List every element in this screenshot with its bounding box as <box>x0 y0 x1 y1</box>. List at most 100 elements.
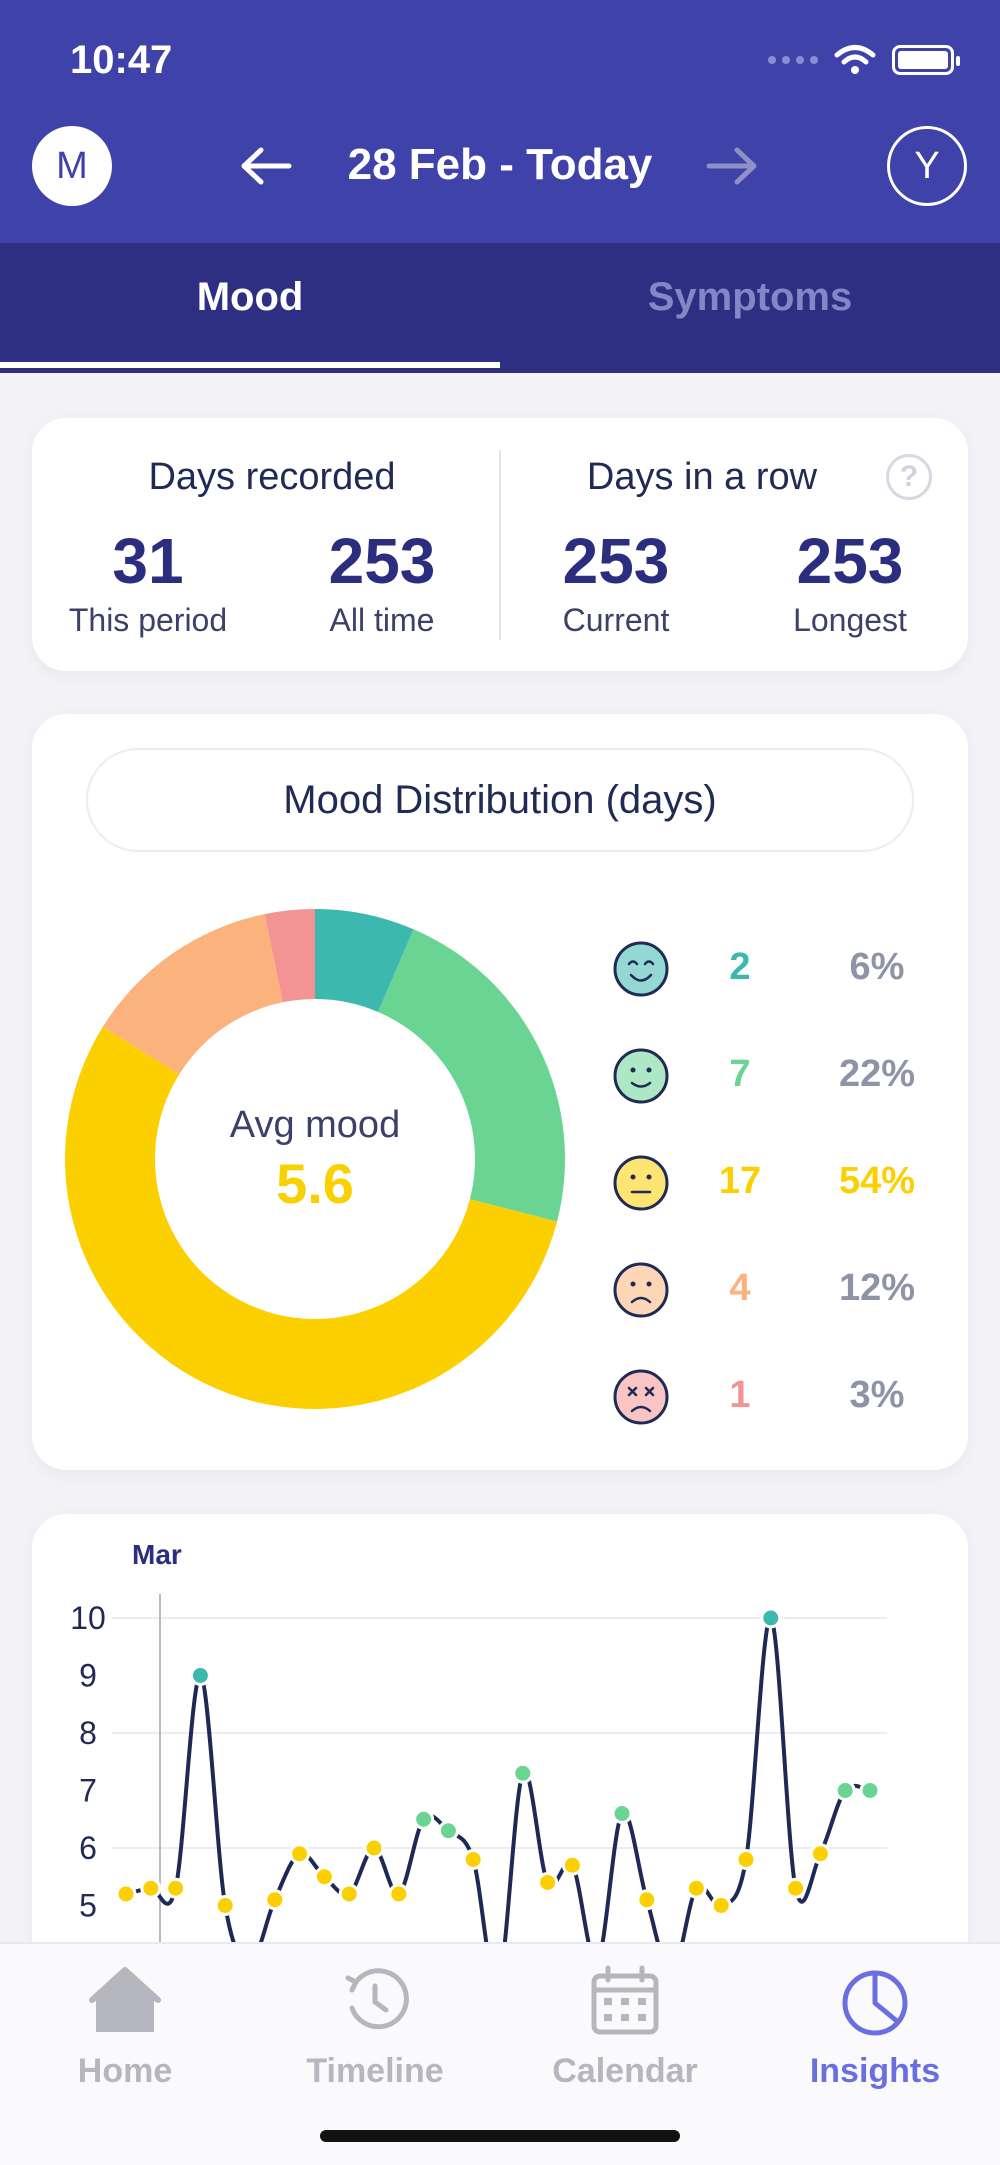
legend-count: 7 <box>729 1053 751 1095</box>
very-happy-face-icon <box>613 941 669 997</box>
legend-count: 2 <box>729 946 751 988</box>
next-period-button[interactable] <box>702 136 762 196</box>
neutral-face-icon <box>613 1155 669 1211</box>
this-period-label: This period <box>68 602 228 638</box>
pie-chart-icon <box>842 1970 908 2036</box>
donut-slice-very-happy-face[interactable] <box>315 909 414 1012</box>
wifi-icon <box>834 45 876 74</box>
mood-point[interactable] <box>363 1837 385 1859</box>
nav-insights-label: Insights <box>809 2052 941 2090</box>
legend-row-happy: 7 22% <box>612 1041 942 1111</box>
mood-point[interactable] <box>165 1877 187 1899</box>
legend-percent: 12% <box>838 1267 916 1309</box>
all-time-label: All time <box>329 602 435 638</box>
help-icon[interactable]: ? <box>886 454 932 500</box>
mood-distribution-title[interactable]: Mood Distribution (days) <box>86 748 914 852</box>
mood-point[interactable] <box>611 1803 633 1824</box>
mood-point[interactable] <box>115 1883 137 1905</box>
legend-percent: 22% <box>838 1053 916 1095</box>
mood-point[interactable] <box>264 1889 286 1911</box>
legend-row-very-sad: 1 3% <box>612 1362 942 1432</box>
mood-point[interactable] <box>437 1820 459 1842</box>
sad-face-icon <box>613 1262 669 1318</box>
mood-point[interactable] <box>710 1895 732 1916</box>
donut-slice-very-sad-face[interactable] <box>264 909 315 1003</box>
cellular-signal-icon <box>768 56 818 64</box>
mood-point[interactable] <box>512 1762 534 1784</box>
previous-period-button[interactable] <box>236 136 296 196</box>
mood-point[interactable] <box>140 1877 162 1899</box>
bottom-navigation: Home Timeline Calendar Insights <box>0 1942 1000 2165</box>
mood-point[interactable] <box>735 1849 757 1870</box>
mood-point[interactable] <box>388 1883 410 1905</box>
longest-streak-value: 253 <box>796 525 904 597</box>
mood-point[interactable] <box>413 1808 435 1830</box>
mood-point[interactable] <box>313 1866 335 1888</box>
current-streak-value: 253 <box>562 525 670 597</box>
month-label: Mar <box>132 1539 182 1570</box>
mood-point[interactable] <box>561 1854 583 1876</box>
mood-point[interactable] <box>785 1877 807 1899</box>
nav-timeline-label: Timeline <box>306 2052 444 2090</box>
avg-mood-value: 5.6 <box>276 1152 354 1215</box>
legend-percent: 6% <box>849 946 905 988</box>
mood-point[interactable] <box>685 1877 707 1899</box>
nav-insights[interactable]: Insights <box>750 1944 1000 2094</box>
tab-symptoms[interactable]: Symptoms <box>647 275 853 319</box>
mood-point[interactable] <box>462 1849 484 1870</box>
mood-point[interactable] <box>189 1665 211 1686</box>
days-in-row-title: Days in a row <box>586 456 818 498</box>
mood-point[interactable] <box>809 1843 831 1865</box>
donut-slice-happy-face[interactable] <box>378 929 565 1222</box>
legend-row-neutral: 17 54% <box>612 1148 942 1218</box>
status-icons <box>768 44 960 76</box>
date-range-label[interactable]: 28 Feb - Today <box>347 140 653 189</box>
legend-count: 4 <box>729 1267 751 1309</box>
calendar-icon <box>591 1965 659 2035</box>
avg-mood: Avg mood 5.6 <box>60 1104 570 1216</box>
status-time: 10:47 <box>70 38 173 82</box>
tab-mood[interactable]: Mood <box>196 275 304 319</box>
very-sad-face-icon <box>613 1369 669 1425</box>
legend-row-very-happy: 2 6% <box>612 934 942 1004</box>
nav-timeline[interactable]: Timeline <box>250 1944 500 2094</box>
avg-mood-label: Avg mood <box>229 1104 401 1146</box>
arrow-left-icon <box>241 147 292 185</box>
donut-slice-sad-face[interactable] <box>102 914 283 1075</box>
mood-point[interactable] <box>760 1607 782 1629</box>
partner-avatar[interactable]: Y <box>887 126 967 206</box>
days-stats-card: Days recorded Days in a row ? 31 This pe… <box>32 418 968 671</box>
nav-calendar[interactable]: Calendar <box>500 1944 750 2094</box>
y-tick-label: 6 <box>79 1830 97 1866</box>
home-indicator <box>320 2130 680 2142</box>
home-icon <box>89 1967 161 2032</box>
days-recorded-title: Days recorded <box>148 456 396 498</box>
y-tick-label: 8 <box>79 1715 97 1751</box>
mood-point[interactable] <box>289 1843 311 1865</box>
profile-avatar[interactable]: M <box>32 126 112 206</box>
y-tick-label: 7 <box>79 1773 97 1809</box>
current-streak-label: Current <box>562 602 670 638</box>
legend-percent: 54% <box>838 1160 916 1202</box>
nav-home[interactable]: Home <box>0 1944 250 2094</box>
insights-tabs: Mood Symptoms <box>0 243 1000 373</box>
donut-slice-neutral-face[interactable] <box>65 1026 558 1409</box>
mood-point[interactable] <box>636 1889 658 1911</box>
app-header: 10:47 M 28 Feb - Today Y <box>0 0 1000 243</box>
stats-divider <box>499 450 501 640</box>
mood-donut-chart <box>65 909 565 1409</box>
nav-home-label: Home <box>77 2052 173 2090</box>
y-tick-label: 10 <box>70 1600 106 1636</box>
battery-icon <box>892 45 960 75</box>
mood-point[interactable] <box>214 1895 236 1916</box>
mood-point[interactable] <box>537 1872 559 1893</box>
mood-point[interactable] <box>859 1780 881 1801</box>
timeline-icon <box>345 1968 409 2030</box>
mood-point[interactable] <box>834 1780 856 1801</box>
y-tick-label: 9 <box>79 1658 97 1694</box>
mood-distribution-card: Mood Distribution (days) Avg mood 5.6 2 6… <box>32 714 968 1470</box>
all-time-value: 253 <box>328 525 436 597</box>
mood-point[interactable] <box>338 1883 360 1905</box>
this-period-value: 31 <box>112 525 184 597</box>
legend-count: 1 <box>729 1374 751 1416</box>
